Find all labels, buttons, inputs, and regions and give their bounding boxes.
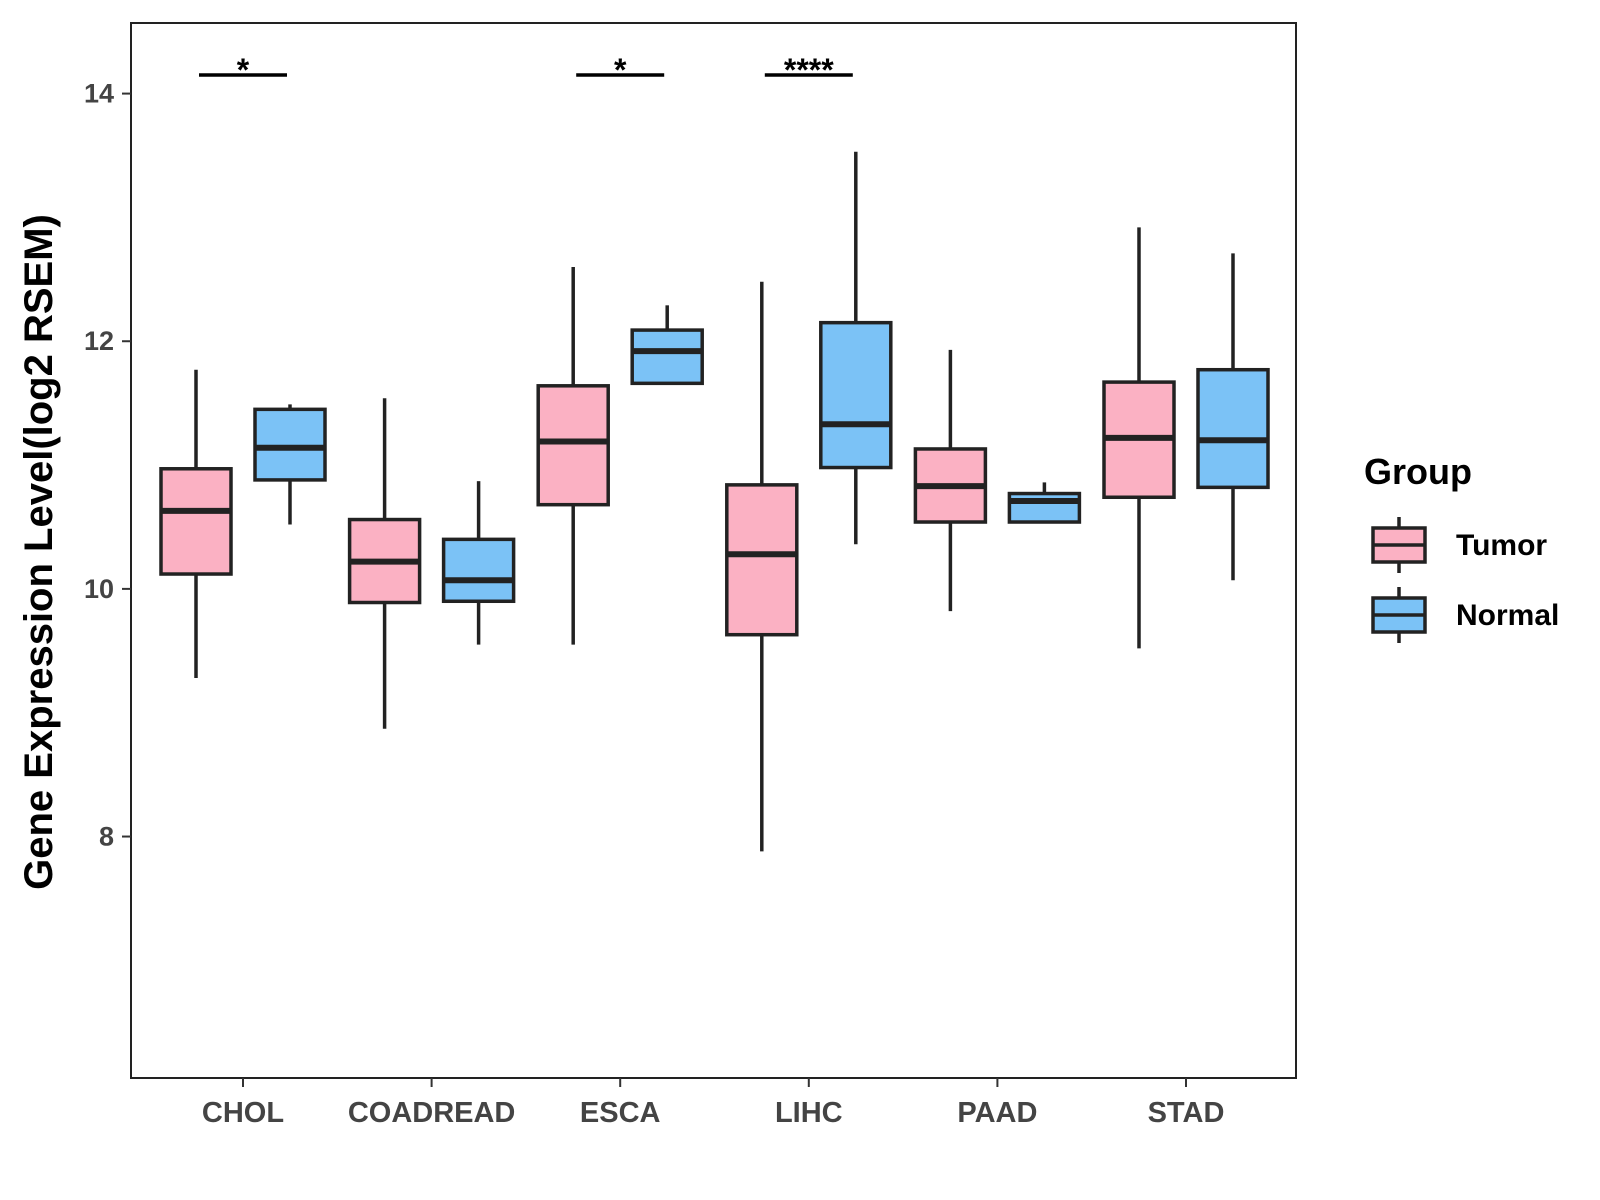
box-iqr xyxy=(819,320,893,470)
x-tick-label: LIHC xyxy=(775,1097,843,1129)
x-tick-label: PAAD xyxy=(957,1097,1037,1129)
box-tumor-esca xyxy=(536,266,610,645)
y-tick-label: 12 xyxy=(84,326,114,356)
box-tumor-paad xyxy=(913,349,988,612)
y-tick-label: 14 xyxy=(84,79,114,109)
x-tick-label: STAD xyxy=(1148,1097,1225,1129)
x-tick-label: ESCA xyxy=(580,1097,661,1129)
y-axis: 8 10 12 14 xyxy=(84,79,131,852)
box-iqr xyxy=(441,537,516,604)
legend-item-tumor: Tumor xyxy=(1371,517,1547,573)
box-iqr xyxy=(253,407,327,482)
box-iqr xyxy=(159,467,233,576)
y-tick-label: 10 xyxy=(84,574,114,604)
box-tumor-lihc xyxy=(725,281,799,852)
legend: Group Tumor Normal xyxy=(1364,451,1559,643)
box-iqr xyxy=(1007,491,1082,524)
legend-title: Group xyxy=(1364,451,1472,492)
boxes-layer xyxy=(159,151,1270,852)
box-tumor-coadread xyxy=(347,398,422,729)
box-iqr xyxy=(536,384,610,507)
legend-label: Tumor xyxy=(1456,529,1547,562)
box-normal-chol xyxy=(253,404,327,525)
box-tumor-chol xyxy=(159,369,233,679)
y-tick-label: 8 xyxy=(99,822,114,852)
box-iqr xyxy=(630,328,704,386)
legend-item-normal: Normal xyxy=(1371,587,1559,643)
x-tick-label: COADREAD xyxy=(348,1097,516,1129)
box-iqr xyxy=(725,483,799,637)
box-iqr xyxy=(1196,367,1270,490)
box-normal-stad xyxy=(1196,253,1270,581)
box-tumor-stad xyxy=(1102,227,1176,649)
plot-panel xyxy=(130,22,1297,1079)
box-normal-lihc xyxy=(819,151,893,545)
box-normal-esca xyxy=(630,305,704,386)
significance-label: * xyxy=(614,52,627,88)
y-axis-title: Gene Expression Level(log2 RSEM) xyxy=(17,214,61,890)
x-tick-label: CHOL xyxy=(202,1097,284,1129)
box-normal-coadread xyxy=(441,481,516,645)
significance-layer: * * **** xyxy=(199,52,853,88)
legend-label: Normal xyxy=(1456,599,1559,632)
box-normal-paad xyxy=(1007,482,1082,524)
x-axis: CHOL COADREAD ESCA LIHC PAAD STAD xyxy=(202,1078,1224,1129)
significance-label: **** xyxy=(784,52,834,88)
significance-label: * xyxy=(237,52,250,88)
